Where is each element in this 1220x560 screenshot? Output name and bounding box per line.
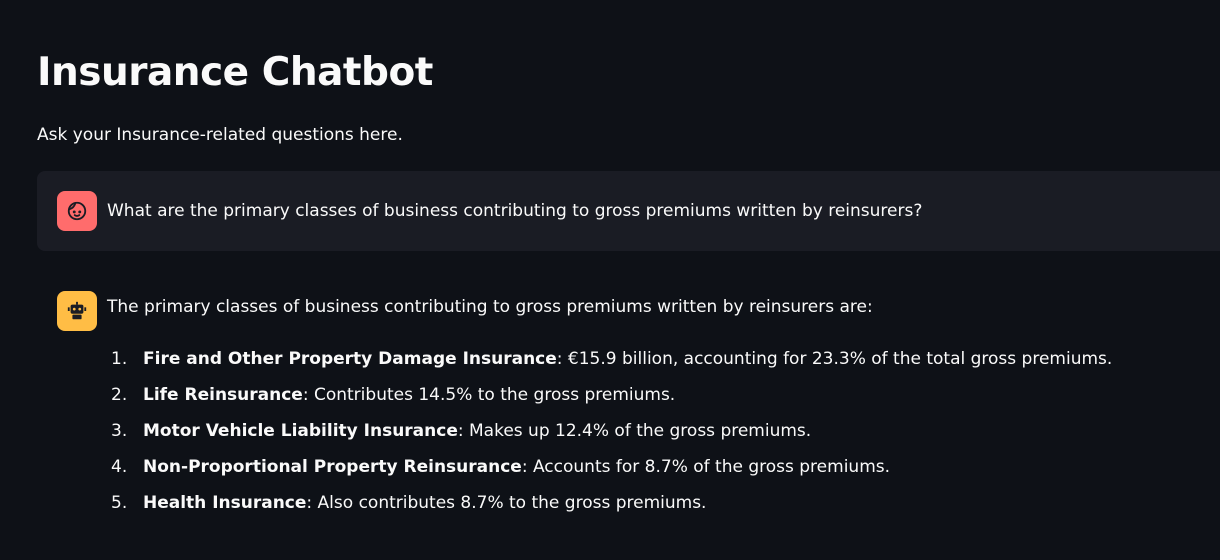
list-item-title: Life Reinsurance [143, 385, 303, 405]
list-item-number: 1. [111, 349, 128, 369]
list-item-detail: : Makes up 12.4% of the gross premiums. [457, 421, 812, 441]
list-item: 2. Life Reinsurance: Contributes 14.5% to… [107, 383, 1112, 419]
list-item-detail: : Accounts for 8.7% of the gross premium… [521, 457, 891, 477]
list-item: 5. Health Insurance: Also contributes 8.7… [107, 491, 1112, 527]
assistant-message: The primary classes of business contribu… [37, 271, 1220, 531]
page-subtitle: Ask your Insurance-related questions her… [37, 125, 403, 145]
list-item-number: 2. [111, 385, 128, 405]
list-item-number: 4. [111, 457, 128, 477]
list-item-title: Motor Vehicle Liability Insurance [143, 421, 458, 441]
list-item-title: Health Insurance [143, 493, 307, 513]
list-item-title: Non-Proportional Property Reinsurance [143, 457, 522, 477]
list-item-detail: : Contributes 14.5% to the gross premium… [302, 385, 676, 405]
list-item: 4. Non-Proportional Property Reinsurance:… [107, 455, 1112, 491]
list-item-title: Fire and Other Property Damage Insurance [143, 349, 557, 369]
robot-icon [57, 291, 97, 331]
list-item-number: 5. [111, 493, 128, 513]
user-message: What are the primary classes of business… [37, 171, 1220, 251]
list-item-detail: : Also contributes 8.7% to the gross pre… [306, 493, 707, 513]
page-title: Insurance Chatbot [37, 50, 433, 95]
answer-list: 1. Fire and Other Property Damage Insuran… [107, 347, 1112, 527]
user-face-icon [57, 191, 97, 231]
user-message-text: What are the primary classes of business… [107, 201, 923, 221]
list-item: 1. Fire and Other Property Damage Insuran… [107, 347, 1112, 383]
assistant-message-body: The primary classes of business contribu… [107, 295, 1200, 513]
list-item: 3. Motor Vehicle Liability Insurance: Mak… [107, 419, 1112, 455]
list-item-detail: : €15.9 billion, accounting for 23.3% of… [556, 349, 1113, 369]
list-item-number: 3. [111, 421, 128, 441]
assistant-intro-text: The primary classes of business contribu… [107, 297, 873, 317]
